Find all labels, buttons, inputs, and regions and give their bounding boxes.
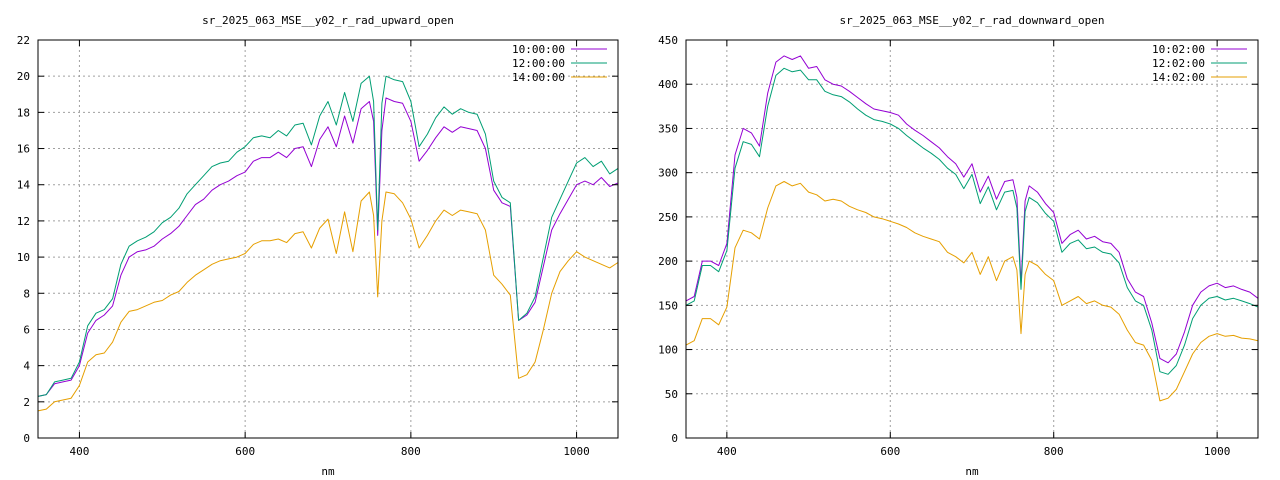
chart-2-y-tick-label-9: 450 [658,34,678,47]
chart-1-y-tick-label-10: 20 [17,70,30,83]
chart-2-y-tick-label-4: 200 [658,255,678,268]
chart-2-plot-frame [685,39,1259,439]
chart-1-legend-label-3: 14:00:00 [512,71,565,84]
chart-1-legend-label-2: 12:00:00 [512,57,565,70]
chart-1-plot-frame [37,39,619,439]
chart-2-y-tick-label-3: 150 [658,299,678,312]
chart-2-series-1-line [685,55,1259,364]
chart-2-legend-label-1: 10:02:00 [1152,43,1205,56]
chart-1-y-tick-label-0: 0 [23,432,30,445]
chart-1-x-tick-label-1: 600 [235,445,255,458]
chart-2-x-tick-label-0: 400 [717,445,737,458]
chart-1-y-tick-label-1: 2 [23,396,30,409]
chart-2-series-3-line [685,181,1259,402]
chart-1-series-3-line [37,191,619,412]
chart-1-x-tick-label-2: 800 [401,445,421,458]
chart-2-legend-label-2: 12:02:00 [1152,57,1205,70]
chart-1-y-tick-label-11: 22 [17,34,30,47]
chart-1-y-tick-label-3: 6 [23,323,30,336]
chart-1-y-tick-label-4: 8 [23,287,30,300]
chart-2-legend-label-3: 14:02:00 [1152,71,1205,84]
chart-1-x-tick-label-3: 1000 [563,445,590,458]
chart-1-series-2-line [37,75,619,397]
chart-1-x-axis-label: nm [321,465,335,478]
chart-2-series-2-line [685,67,1259,375]
chart-1-x-tick-label-0: 400 [69,445,89,458]
chart-2-x-axis-label: nm [965,465,979,478]
chart-2-y-tick-label-5: 250 [658,211,678,224]
chart-2-x-tick-label-3: 1000 [1204,445,1231,458]
chart-2-y-tick-label-2: 100 [658,344,678,357]
chart-2: 400 600 800 1000 0 50 100 150 200 250 300 350 400 450… [658,14,1259,478]
chart-2-y-tick-label-1: 50 [665,388,678,401]
chart-2-x-tick-label-2: 800 [1044,445,1064,458]
chart-1-legend-label-1: 10:00:00 [512,43,565,56]
chart-1-title: sr_2025_063_MSE__y02_r_rad_upward_open [202,14,454,27]
chart-2-title: sr_2025_063_MSE__y02_r_rad_downward_open [840,14,1105,27]
chart-1-series-1-line [37,97,619,397]
chart-1-y-tick-label-6: 12 [17,215,30,228]
chart-1-y-tick-label-9: 18 [17,106,30,119]
chart-2-x-tick-label-1: 600 [880,445,900,458]
chart-2-y-tick-label-0: 0 [671,432,678,445]
chart-2-y-tick-label-6: 300 [658,167,678,180]
chart-1-y-tick-label-2: 4 [23,360,30,373]
chart-1: 400 600 800 1000 0 2 4 6 8 10 12 14 16 18 20 22 sr_2025_… [17,14,619,478]
chart-1-y-tick-label-8: 16 [17,143,30,156]
chart-2-y-tick-label-7: 350 [658,122,678,135]
chart-1-y-tick-label-7: 14 [17,179,31,192]
chart-2-y-tick-label-8: 400 [658,78,678,91]
chart-1-y-tick-label-5: 10 [17,251,30,264]
